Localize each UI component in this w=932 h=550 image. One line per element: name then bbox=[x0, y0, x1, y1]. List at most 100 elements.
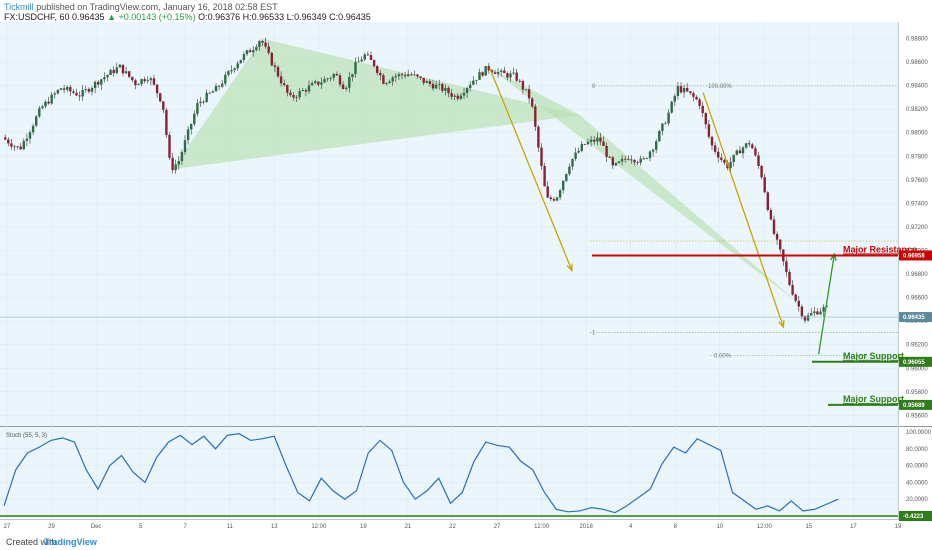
candle-body bbox=[732, 154, 735, 163]
candle-body bbox=[134, 80, 137, 86]
candle-body bbox=[580, 144, 583, 151]
level-price-tag bbox=[899, 399, 932, 410]
stoch-tick-label: 60.0000 bbox=[906, 464, 928, 470]
level-label: Major Support bbox=[843, 351, 904, 361]
candle-body bbox=[568, 166, 571, 175]
candle-body bbox=[549, 197, 552, 200]
candle-body bbox=[512, 72, 515, 74]
candle-body bbox=[279, 76, 283, 84]
candle-body bbox=[224, 74, 227, 84]
candle-body bbox=[103, 77, 106, 80]
candle-body bbox=[407, 74, 410, 77]
candle-body bbox=[62, 88, 66, 90]
tradingview-logo[interactable]: TradingView bbox=[44, 537, 97, 547]
candle-body bbox=[320, 82, 323, 85]
candle-body bbox=[326, 78, 329, 80]
candle-body bbox=[586, 141, 590, 145]
price-tick-label: 0.97600 bbox=[906, 178, 928, 184]
candle-body bbox=[800, 306, 804, 317]
stoch-title[interactable]: Stoch (55, 5, 3) bbox=[6, 433, 47, 439]
candle-body bbox=[723, 159, 726, 163]
candle-body bbox=[419, 76, 422, 78]
candle-body bbox=[258, 41, 261, 47]
candle-body bbox=[242, 54, 246, 60]
price-tick-label: 0.97200 bbox=[906, 225, 928, 231]
candle-body bbox=[648, 151, 652, 159]
candle-body bbox=[270, 52, 273, 66]
price-tick-label: 0.97400 bbox=[906, 201, 928, 207]
time-tick-label: 2018 bbox=[579, 524, 593, 530]
candle-body bbox=[456, 95, 459, 99]
candle-body bbox=[289, 92, 292, 96]
candle-body bbox=[453, 95, 456, 97]
candle-body bbox=[673, 95, 676, 102]
candle-body bbox=[97, 81, 100, 85]
candle-body bbox=[620, 158, 624, 162]
candle-body bbox=[670, 101, 673, 113]
level-price-tag bbox=[899, 356, 932, 367]
candle-body bbox=[574, 152, 577, 159]
candle-body bbox=[552, 199, 556, 201]
price-tick-label: 0.98400 bbox=[906, 84, 928, 90]
candle-body bbox=[524, 89, 528, 91]
candle-body bbox=[816, 311, 819, 315]
candle-body bbox=[447, 87, 450, 94]
candle-body bbox=[35, 116, 38, 126]
candle-body bbox=[205, 92, 208, 103]
stoch-tick-label: 40.0000 bbox=[906, 480, 928, 486]
candle-body bbox=[186, 129, 190, 141]
time-tick-label: 29 bbox=[48, 524, 55, 530]
candle-body bbox=[546, 186, 549, 198]
candle-body bbox=[310, 83, 314, 86]
candle-body bbox=[565, 174, 568, 181]
candle-body bbox=[819, 311, 822, 315]
candle-body bbox=[168, 134, 171, 158]
chart-canvas[interactable]: 0.98800 0.98600 0.98400 0.98200 0.98000 0.978… bbox=[0, 22, 932, 534]
candle-body bbox=[314, 81, 317, 84]
candle-body bbox=[69, 87, 72, 92]
candle-body bbox=[208, 92, 211, 94]
candle-body bbox=[236, 63, 239, 69]
candles bbox=[4, 37, 828, 324]
time-tick-label: 13 bbox=[271, 524, 278, 530]
candle-body bbox=[388, 81, 391, 84]
candle-body bbox=[478, 72, 481, 80]
candle-body bbox=[16, 146, 19, 148]
candle-body bbox=[357, 61, 360, 63]
candle-body bbox=[183, 140, 187, 153]
candle-body bbox=[617, 161, 621, 163]
candle-body bbox=[100, 79, 103, 85]
candle-body bbox=[78, 95, 81, 97]
candle-body bbox=[292, 95, 295, 98]
candle-body bbox=[174, 164, 177, 171]
candle-body bbox=[503, 70, 506, 74]
candle-body bbox=[642, 158, 645, 160]
candle-body bbox=[602, 141, 605, 146]
candle-body bbox=[614, 162, 618, 166]
author-link[interactable]: Tickmill bbox=[4, 2, 34, 12]
candle-body bbox=[735, 150, 738, 155]
candle-body bbox=[775, 233, 779, 240]
candle-body bbox=[744, 143, 748, 148]
current-price-tag bbox=[899, 312, 932, 323]
candle-body bbox=[385, 83, 388, 84]
time-tick-label: 17 bbox=[850, 524, 857, 530]
candle-body bbox=[589, 139, 593, 142]
candle-body bbox=[469, 84, 472, 88]
candle-body bbox=[738, 150, 742, 154]
candle-body bbox=[171, 157, 174, 171]
candle-body bbox=[376, 66, 379, 73]
candle-body bbox=[332, 74, 335, 78]
candle-body bbox=[803, 316, 807, 321]
candle-body bbox=[112, 69, 115, 74]
price-axis[interactable]: 0.98800 0.98600 0.98400 0.98200 0.98000 0.978… bbox=[0, 36, 928, 419]
candle-body bbox=[90, 87, 94, 92]
candle-body bbox=[267, 46, 270, 53]
candle-body bbox=[264, 42, 267, 47]
candle-body bbox=[301, 90, 304, 91]
pattern-triangle bbox=[489, 67, 800, 304]
symbol-label[interactable]: FX:USDCHF, 60 bbox=[4, 12, 70, 22]
price-tick-label: 0.98600 bbox=[906, 60, 928, 66]
candle-body bbox=[667, 112, 670, 124]
